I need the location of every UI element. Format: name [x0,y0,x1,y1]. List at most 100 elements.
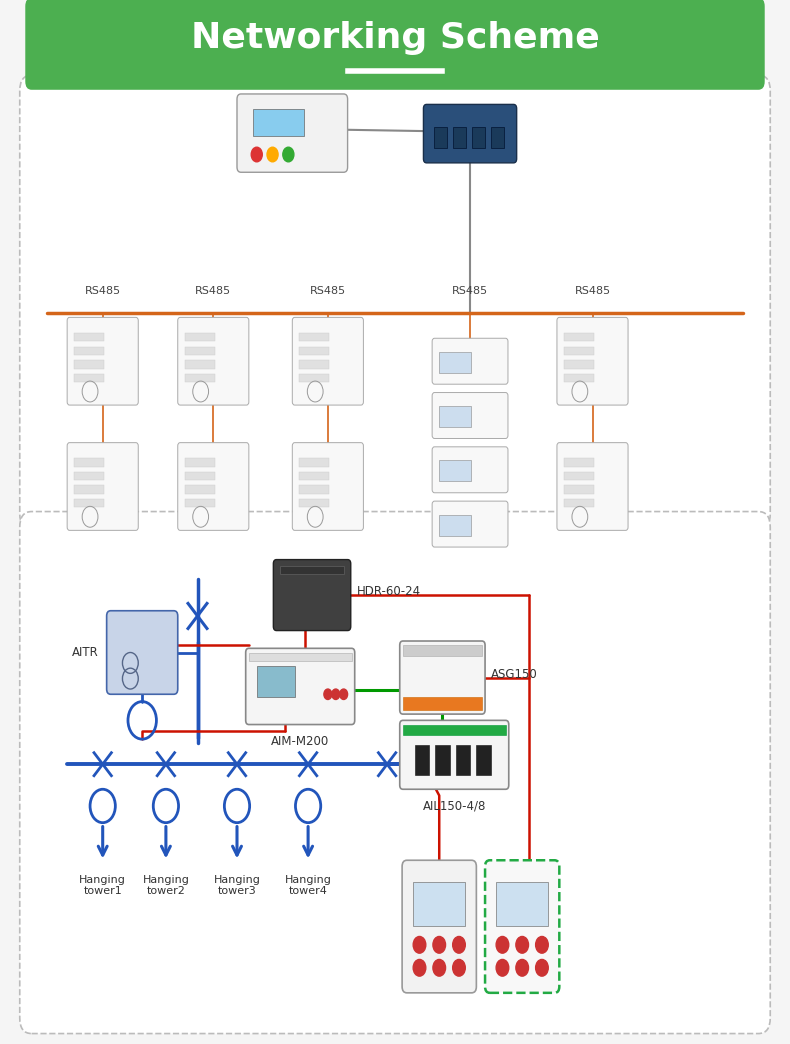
FancyBboxPatch shape [299,347,329,355]
FancyBboxPatch shape [439,515,471,536]
Text: RS485: RS485 [452,286,488,296]
FancyBboxPatch shape [496,882,548,926]
FancyBboxPatch shape [400,641,485,714]
FancyBboxPatch shape [415,745,429,775]
Circle shape [536,936,548,953]
Text: RS485: RS485 [85,286,121,296]
FancyBboxPatch shape [299,472,329,480]
FancyBboxPatch shape [403,697,482,710]
Text: Hanging
tower3: Hanging tower3 [213,875,261,897]
FancyBboxPatch shape [178,443,249,530]
FancyBboxPatch shape [402,860,476,993]
FancyBboxPatch shape [564,333,594,341]
Circle shape [433,936,446,953]
Circle shape [413,959,426,976]
FancyBboxPatch shape [299,485,329,494]
FancyBboxPatch shape [299,458,329,467]
Text: AIL150-4/8: AIL150-4/8 [423,800,486,812]
FancyBboxPatch shape [564,472,594,480]
FancyBboxPatch shape [292,443,363,530]
FancyBboxPatch shape [74,374,104,382]
FancyBboxPatch shape [74,360,104,369]
FancyBboxPatch shape [185,472,215,480]
FancyBboxPatch shape [237,94,348,172]
Text: RS485: RS485 [574,286,611,296]
FancyBboxPatch shape [74,499,104,507]
FancyBboxPatch shape [557,443,628,530]
FancyBboxPatch shape [280,566,344,574]
FancyBboxPatch shape [292,317,363,405]
Circle shape [536,959,548,976]
FancyBboxPatch shape [299,374,329,382]
FancyBboxPatch shape [185,333,215,341]
Text: ASG150: ASG150 [491,668,538,681]
FancyBboxPatch shape [107,611,178,694]
Circle shape [496,936,509,953]
FancyBboxPatch shape [74,347,104,355]
FancyBboxPatch shape [403,725,506,735]
Circle shape [413,936,426,953]
FancyBboxPatch shape [485,860,559,993]
FancyBboxPatch shape [74,458,104,467]
Text: RS485: RS485 [195,286,231,296]
FancyBboxPatch shape [557,317,628,405]
FancyBboxPatch shape [453,127,466,148]
FancyBboxPatch shape [25,0,765,90]
FancyBboxPatch shape [432,393,508,438]
FancyBboxPatch shape [273,560,351,631]
FancyBboxPatch shape [432,338,508,384]
FancyBboxPatch shape [185,374,215,382]
FancyBboxPatch shape [185,347,215,355]
FancyBboxPatch shape [400,720,509,789]
FancyBboxPatch shape [564,499,594,507]
Circle shape [433,959,446,976]
Circle shape [453,936,465,953]
FancyBboxPatch shape [432,501,508,547]
FancyBboxPatch shape [564,485,594,494]
FancyBboxPatch shape [435,127,447,148]
FancyBboxPatch shape [413,882,465,926]
Circle shape [267,147,278,162]
FancyBboxPatch shape [439,352,471,373]
Text: Hanging
tower1: Hanging tower1 [79,875,126,897]
FancyBboxPatch shape [249,652,352,661]
FancyBboxPatch shape [74,472,104,480]
FancyBboxPatch shape [74,333,104,341]
Text: Networking Scheme: Networking Scheme [190,21,600,55]
FancyBboxPatch shape [67,443,138,530]
FancyBboxPatch shape [476,745,491,775]
Text: AIM-M200: AIM-M200 [271,735,329,748]
FancyBboxPatch shape [185,499,215,507]
Text: Hanging
tower4: Hanging tower4 [284,875,332,897]
Circle shape [453,959,465,976]
FancyBboxPatch shape [472,127,485,148]
FancyBboxPatch shape [185,485,215,494]
FancyBboxPatch shape [178,317,249,405]
FancyBboxPatch shape [185,360,215,369]
FancyBboxPatch shape [564,347,594,355]
Text: Hanging
tower2: Hanging tower2 [142,875,190,897]
FancyBboxPatch shape [67,317,138,405]
FancyBboxPatch shape [246,648,355,725]
FancyBboxPatch shape [439,406,471,427]
Circle shape [496,959,509,976]
Circle shape [516,959,529,976]
Circle shape [324,689,332,699]
Text: RS485: RS485 [310,286,346,296]
FancyBboxPatch shape [564,360,594,369]
FancyBboxPatch shape [432,447,508,493]
Circle shape [340,689,348,699]
Circle shape [251,147,262,162]
Circle shape [283,147,294,162]
FancyBboxPatch shape [403,645,482,656]
FancyBboxPatch shape [564,374,594,382]
FancyBboxPatch shape [299,333,329,341]
FancyBboxPatch shape [74,485,104,494]
FancyBboxPatch shape [435,745,450,775]
FancyBboxPatch shape [423,104,517,163]
FancyBboxPatch shape [439,460,471,481]
FancyBboxPatch shape [253,109,304,136]
Circle shape [516,936,529,953]
FancyBboxPatch shape [257,666,295,697]
Text: HDR-60-24: HDR-60-24 [357,586,421,598]
